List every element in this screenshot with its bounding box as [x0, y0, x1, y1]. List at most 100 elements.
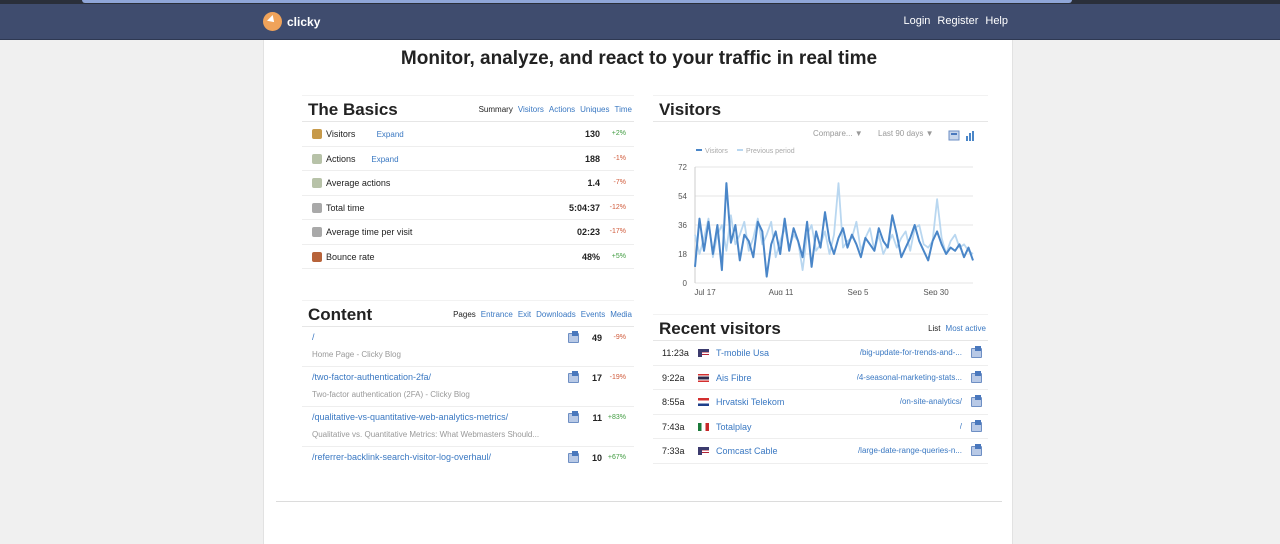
browser-top-strip [0, 0, 1280, 4]
date-range-dropdown[interactable]: Last 90 days ▼ [878, 129, 934, 138]
help-link[interactable]: Help [985, 15, 1008, 27]
open-popup-icon[interactable] [568, 331, 579, 343]
basics-row[interactable]: Average actions 1.4 -7% [302, 171, 634, 196]
page-path-link[interactable]: / [312, 332, 315, 342]
content-tab[interactable]: Downloads [536, 310, 576, 319]
country-flag-icon [698, 447, 709, 455]
page-path-link[interactable]: /referrer-backlink-search-visitor-log-ov… [312, 452, 492, 462]
content-row: /referrer-backlink-search-visitor-log-ov… [302, 447, 634, 472]
visitor-isp-link[interactable]: Comcast Cable [716, 446, 778, 456]
visitor-isp-link[interactable]: Totalplay [716, 421, 752, 432]
basics-row-label: Actions [326, 153, 356, 164]
page-count: 49 [591, 333, 602, 343]
visitor-row[interactable]: 8:55a Hrvatski Telekom/on-site-analytics/ [653, 390, 988, 415]
basics-row[interactable]: Visitors Expand 130 +2% [302, 122, 634, 147]
recent-tab[interactable]: Most active [945, 324, 986, 333]
basics-tab[interactable]: Summary [478, 105, 513, 114]
visitors-panel: Visitors Compare... ▼ Last 90 days ▼ 0 18… [653, 95, 988, 295]
series-line-visitors [694, 182, 974, 278]
login-link[interactable]: Login [903, 15, 931, 27]
logo[interactable]: clicky [263, 12, 320, 31]
basics-row[interactable]: Actions Expand 188 -1% [302, 147, 634, 171]
visitor-isp-link[interactable]: Ais Fibre [716, 372, 752, 383]
basics-tab[interactable]: Actions [548, 105, 576, 114]
content-tab[interactable]: Events [580, 310, 606, 319]
content-tab[interactable]: Exit [517, 310, 532, 319]
basics-row-label: Visitors [326, 129, 356, 139]
content-tab[interactable]: Pages [453, 310, 476, 319]
page-count: 10 [591, 453, 602, 463]
page-path-link[interactable]: /qualitative-vs-quantitative-web-analyti… [312, 412, 509, 422]
visitor-row[interactable]: 7:33a Comcast Cable/large-date-range-quer… [653, 439, 988, 464]
register-link[interactable]: Register [937, 15, 979, 27]
clock-icon [312, 202, 322, 213]
top-navigation: clicky Login Register Help [0, 4, 1280, 40]
basics-row[interactable]: Average time per visit 02:23 -17% [302, 220, 634, 245]
visitor-row[interactable]: 11:23a T-mobile Usa/big-update-for-trends… [653, 341, 988, 366]
visitors-icon [312, 129, 322, 139]
x-tick-label: Aug 11 [769, 288, 794, 295]
content-tabs: Pages Entrance Exit Downloads Events Media [453, 310, 632, 319]
basics-row[interactable]: Total time 5:04:37 -12% [302, 196, 634, 220]
actions-icon [312, 178, 322, 188]
open-popup-icon[interactable] [971, 370, 982, 383]
visitor-page-link[interactable]: /on-site-analytics/ [899, 397, 962, 406]
chart-view-icon[interactable] [966, 131, 974, 141]
page-title: Home Page - Clicky Blog [312, 350, 401, 359]
page-path-link[interactable]: /two-factor-authentication-2fa/ [312, 372, 432, 382]
content-row: /two-factor-authentication-2fa/Two-facto… [302, 367, 634, 407]
actions-icon [312, 153, 322, 164]
visitors-chart: 0 18 36 54 72 Jul 17 Aug 11 Sep 5 Sep 30 Visitors… [678, 148, 974, 295]
change-badge: +67% [607, 454, 626, 461]
visitor-row[interactable]: 9:22a Ais Fibre/4-seasonal-marketing-stat… [653, 366, 988, 390]
content-tab[interactable]: Media [610, 310, 632, 319]
recent-title: Recent visitors [659, 319, 781, 338]
open-popup-icon[interactable] [971, 419, 982, 432]
open-popup-icon[interactable] [971, 444, 982, 456]
expand-link[interactable]: Expand [371, 154, 399, 164]
x-tick-label: Sep 30 [923, 288, 949, 295]
basics-panel: The Basics Summary Visitors Actions Uniques… [302, 95, 634, 275]
visitor-isp-link[interactable]: T-mobile Usa [716, 348, 770, 358]
basics-tab[interactable]: Visitors [517, 105, 544, 114]
expand-link[interactable]: Expand [376, 130, 404, 139]
table-view-icon[interactable] [948, 130, 960, 141]
visitor-page-link[interactable]: /4-seasonal-marketing-stats... [856, 372, 962, 382]
visitor-page-link[interactable]: /large-date-range-queries-n... [857, 446, 962, 455]
visitor-page-link[interactable]: / [959, 421, 962, 431]
visitor-isp-link[interactable]: Hrvatski Telekom [716, 397, 785, 407]
open-popup-icon[interactable] [568, 411, 579, 423]
basics-tab[interactable]: Uniques [580, 105, 610, 114]
content-row: /qualitative-vs-quantitative-web-analyti… [302, 407, 634, 447]
basics-row-value: 188 [584, 153, 600, 164]
clock-icon [312, 227, 322, 237]
compare-dropdown[interactable]: Compare... ▼ [813, 129, 863, 138]
visitors-title: Visitors [659, 100, 722, 119]
open-popup-icon[interactable] [568, 451, 579, 463]
visitors-panel-header: Visitors [653, 95, 988, 122]
open-popup-icon[interactable] [568, 371, 579, 383]
visit-time: 11:23a [662, 348, 689, 358]
basics-row-label: Bounce rate [326, 251, 375, 262]
y-tick-label: 36 [678, 221, 687, 230]
open-popup-icon[interactable] [971, 395, 982, 407]
visitor-row[interactable]: 7:43a Totalplay / [653, 415, 988, 439]
change-badge: -19% [609, 374, 626, 381]
visitor-page-link[interactable]: /big-update-for-trends-and-... [859, 348, 962, 357]
recent-rows: 11:23a T-mobile Usa/big-update-for-trends… [653, 341, 988, 464]
change-badge: +2% [611, 130, 626, 137]
basics-tab[interactable]: Time [614, 105, 632, 114]
basics-row-label: Average actions [326, 178, 391, 188]
basics-row-value: 130 [584, 129, 600, 139]
open-popup-icon[interactable] [971, 346, 982, 358]
basics-row-value: 5:04:37 [568, 202, 600, 213]
browser-address-bar[interactable] [82, 0, 1072, 3]
recent-tab[interactable]: List [928, 324, 941, 333]
basics-row-value: 48% [581, 251, 600, 262]
change-badge: -1% [613, 154, 626, 162]
basics-row[interactable]: Bounce rate 48% +5% [302, 245, 634, 269]
x-tick-label: Sep 5 [848, 288, 869, 295]
content-tab[interactable]: Entrance [480, 310, 513, 319]
brand-name: clicky [287, 14, 321, 29]
footer-divider [276, 501, 1002, 502]
